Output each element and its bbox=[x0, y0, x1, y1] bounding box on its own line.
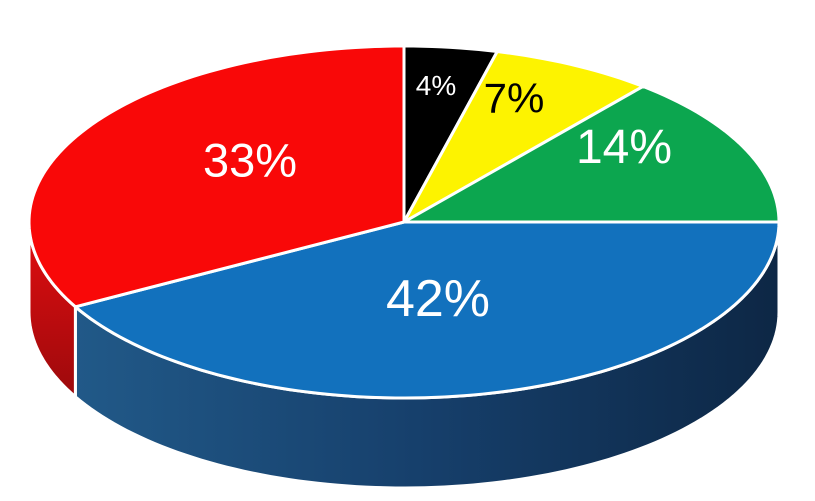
pie-slice-yellow bbox=[402, 50, 645, 224]
pie-top-slices bbox=[27, 44, 781, 400]
pie-label-green: 14% bbox=[576, 121, 672, 174]
pie-label-red: 33% bbox=[203, 133, 297, 186]
pie-slice-green bbox=[402, 84, 781, 224]
pie-label-yellow: 7% bbox=[484, 75, 545, 122]
pie-labels: 4% 7% 14% 42% 33% bbox=[203, 70, 672, 328]
pie-slice-red bbox=[27, 44, 406, 309]
pie-slice-blue bbox=[73, 220, 781, 400]
pie-label-black: 4% bbox=[416, 70, 456, 101]
pie-label-blue: 42% bbox=[386, 270, 490, 328]
